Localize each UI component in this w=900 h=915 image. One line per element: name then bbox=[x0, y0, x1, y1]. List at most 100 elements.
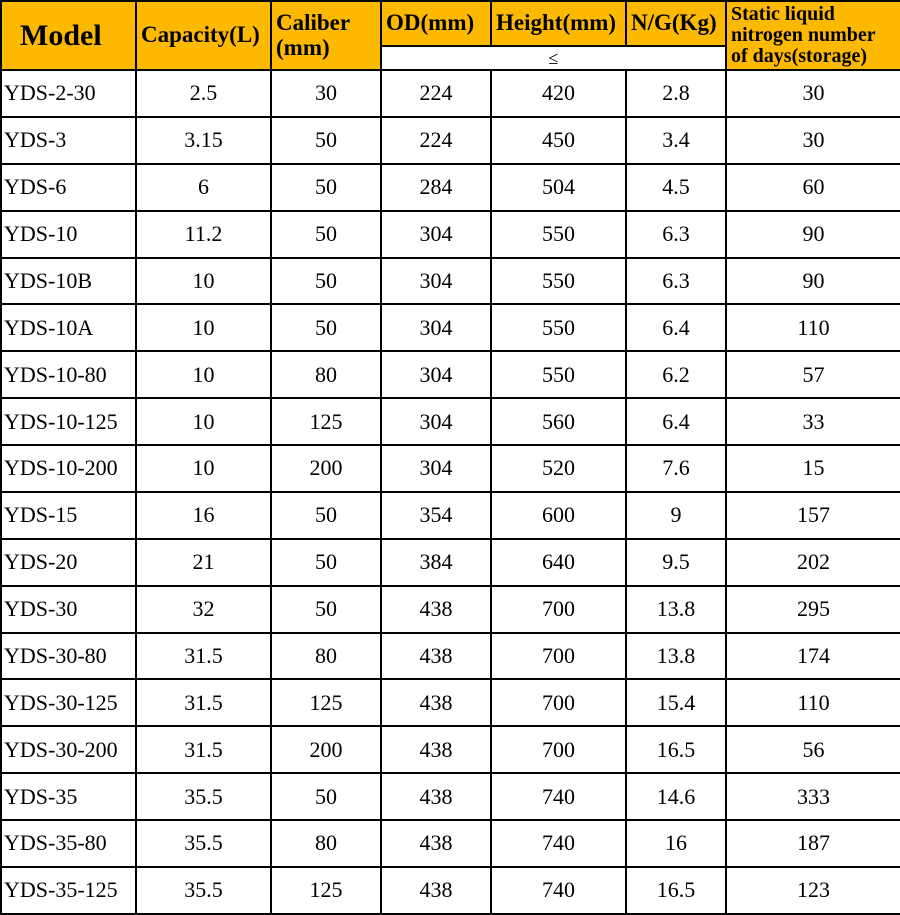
cell-value: 550 bbox=[491, 258, 626, 305]
cell-value: 50 bbox=[271, 211, 381, 258]
cell-value: 174 bbox=[726, 633, 900, 680]
table-row: YDS-3535.55043874014.6333 bbox=[1, 773, 900, 820]
cell-value: 333 bbox=[726, 773, 900, 820]
cell-model: YDS-30-200 bbox=[1, 726, 136, 773]
cell-value: 740 bbox=[491, 820, 626, 867]
cell-value: 90 bbox=[726, 211, 900, 258]
cell-value: 90 bbox=[726, 258, 900, 305]
cell-value: 438 bbox=[381, 726, 491, 773]
cell-value: 550 bbox=[491, 304, 626, 351]
cell-value: 50 bbox=[271, 773, 381, 820]
cell-value: 35.5 bbox=[136, 773, 271, 820]
col-od: OD(mm) bbox=[381, 1, 491, 46]
cell-model: YDS-35-80 bbox=[1, 820, 136, 867]
cell-value: 157 bbox=[726, 492, 900, 539]
table-row: YDS-10B10503045506.390 bbox=[1, 258, 900, 305]
table-row: YDS-1011.2503045506.390 bbox=[1, 211, 900, 258]
cell-value: 11.2 bbox=[136, 211, 271, 258]
col-capacity: Capacity(L) bbox=[136, 1, 271, 70]
cell-value: 30 bbox=[726, 70, 900, 117]
cell-value: 740 bbox=[491, 773, 626, 820]
cell-value: 2.8 bbox=[626, 70, 726, 117]
cell-value: 384 bbox=[381, 539, 491, 586]
table-row: YDS-33.15502244503.430 bbox=[1, 117, 900, 164]
table-row: YDS-30325043870013.8295 bbox=[1, 586, 900, 633]
col-model: Model bbox=[1, 1, 136, 70]
cell-value: 438 bbox=[381, 820, 491, 867]
cell-value: 31.5 bbox=[136, 633, 271, 680]
cell-value: 15 bbox=[726, 445, 900, 492]
cell-value: 50 bbox=[271, 258, 381, 305]
table-header: Model Capacity(L) Caliber (mm) OD(mm) He… bbox=[1, 1, 900, 70]
cell-value: 110 bbox=[726, 304, 900, 351]
table-row: YDS-10-8010803045506.257 bbox=[1, 351, 900, 398]
cell-value: 9.5 bbox=[626, 539, 726, 586]
cell-value: 504 bbox=[491, 164, 626, 211]
cell-model: YDS-10 bbox=[1, 211, 136, 258]
cell-value: 80 bbox=[271, 820, 381, 867]
cell-value: 304 bbox=[381, 398, 491, 445]
table-row: YDS-35-12535.512543874016.5123 bbox=[1, 867, 900, 914]
cell-value: 3.4 bbox=[626, 117, 726, 164]
cell-value: 4.5 bbox=[626, 164, 726, 211]
table-row: YDS-30-8031.58043870013.8174 bbox=[1, 633, 900, 680]
cell-value: 10 bbox=[136, 398, 271, 445]
cell-value: 2.5 bbox=[136, 70, 271, 117]
cell-value: 50 bbox=[271, 539, 381, 586]
cell-value: 50 bbox=[271, 492, 381, 539]
cell-value: 16.5 bbox=[626, 726, 726, 773]
table-row: YDS-2-302.5302244202.830 bbox=[1, 70, 900, 117]
cell-value: 200 bbox=[271, 445, 381, 492]
cell-value: 10 bbox=[136, 304, 271, 351]
cell-value: 10 bbox=[136, 445, 271, 492]
cell-value: 6.2 bbox=[626, 351, 726, 398]
cell-model: YDS-30-80 bbox=[1, 633, 136, 680]
cell-value: 35.5 bbox=[136, 867, 271, 914]
subheader-lte: ≤ bbox=[381, 46, 726, 70]
cell-model: YDS-6 bbox=[1, 164, 136, 211]
cell-value: 304 bbox=[381, 258, 491, 305]
cell-model: YDS-10A bbox=[1, 304, 136, 351]
cell-value: 550 bbox=[491, 351, 626, 398]
cell-model: YDS-35 bbox=[1, 773, 136, 820]
cell-value: 50 bbox=[271, 586, 381, 633]
cell-value: 60 bbox=[726, 164, 900, 211]
cell-value: 50 bbox=[271, 304, 381, 351]
cell-value: 6 bbox=[136, 164, 271, 211]
cell-value: 520 bbox=[491, 445, 626, 492]
cell-value: 700 bbox=[491, 633, 626, 680]
cell-value: 110 bbox=[726, 679, 900, 726]
cell-value: 30 bbox=[726, 117, 900, 164]
cell-value: 14.6 bbox=[626, 773, 726, 820]
cell-value: 450 bbox=[491, 117, 626, 164]
table-row: YDS-2021503846409.5202 bbox=[1, 539, 900, 586]
cell-value: 6.4 bbox=[626, 304, 726, 351]
cell-value: 202 bbox=[726, 539, 900, 586]
cell-value: 125 bbox=[271, 398, 381, 445]
cell-value: 10 bbox=[136, 258, 271, 305]
col-storage: Static liquid nitrogen number of days(st… bbox=[726, 1, 900, 70]
cell-value: 420 bbox=[491, 70, 626, 117]
cell-value: 6.3 bbox=[626, 211, 726, 258]
col-caliber: Caliber (mm) bbox=[271, 1, 381, 70]
cell-model: YDS-30 bbox=[1, 586, 136, 633]
cell-value: 123 bbox=[726, 867, 900, 914]
cell-value: 16.5 bbox=[626, 867, 726, 914]
table-row: YDS-30-12531.512543870015.4110 bbox=[1, 679, 900, 726]
cell-value: 438 bbox=[381, 633, 491, 680]
cell-value: 700 bbox=[491, 726, 626, 773]
cell-value: 187 bbox=[726, 820, 900, 867]
cell-value: 6.3 bbox=[626, 258, 726, 305]
col-ng: N/G(Kg) bbox=[626, 1, 726, 46]
cell-value: 438 bbox=[381, 867, 491, 914]
cell-value: 57 bbox=[726, 351, 900, 398]
cell-value: 21 bbox=[136, 539, 271, 586]
cell-value: 125 bbox=[271, 867, 381, 914]
cell-value: 304 bbox=[381, 304, 491, 351]
cell-value: 3.15 bbox=[136, 117, 271, 164]
cell-value: 438 bbox=[381, 586, 491, 633]
table-row: YDS-1516503546009157 bbox=[1, 492, 900, 539]
cell-model: YDS-3 bbox=[1, 117, 136, 164]
cell-value: 80 bbox=[271, 351, 381, 398]
cell-value: 304 bbox=[381, 211, 491, 258]
